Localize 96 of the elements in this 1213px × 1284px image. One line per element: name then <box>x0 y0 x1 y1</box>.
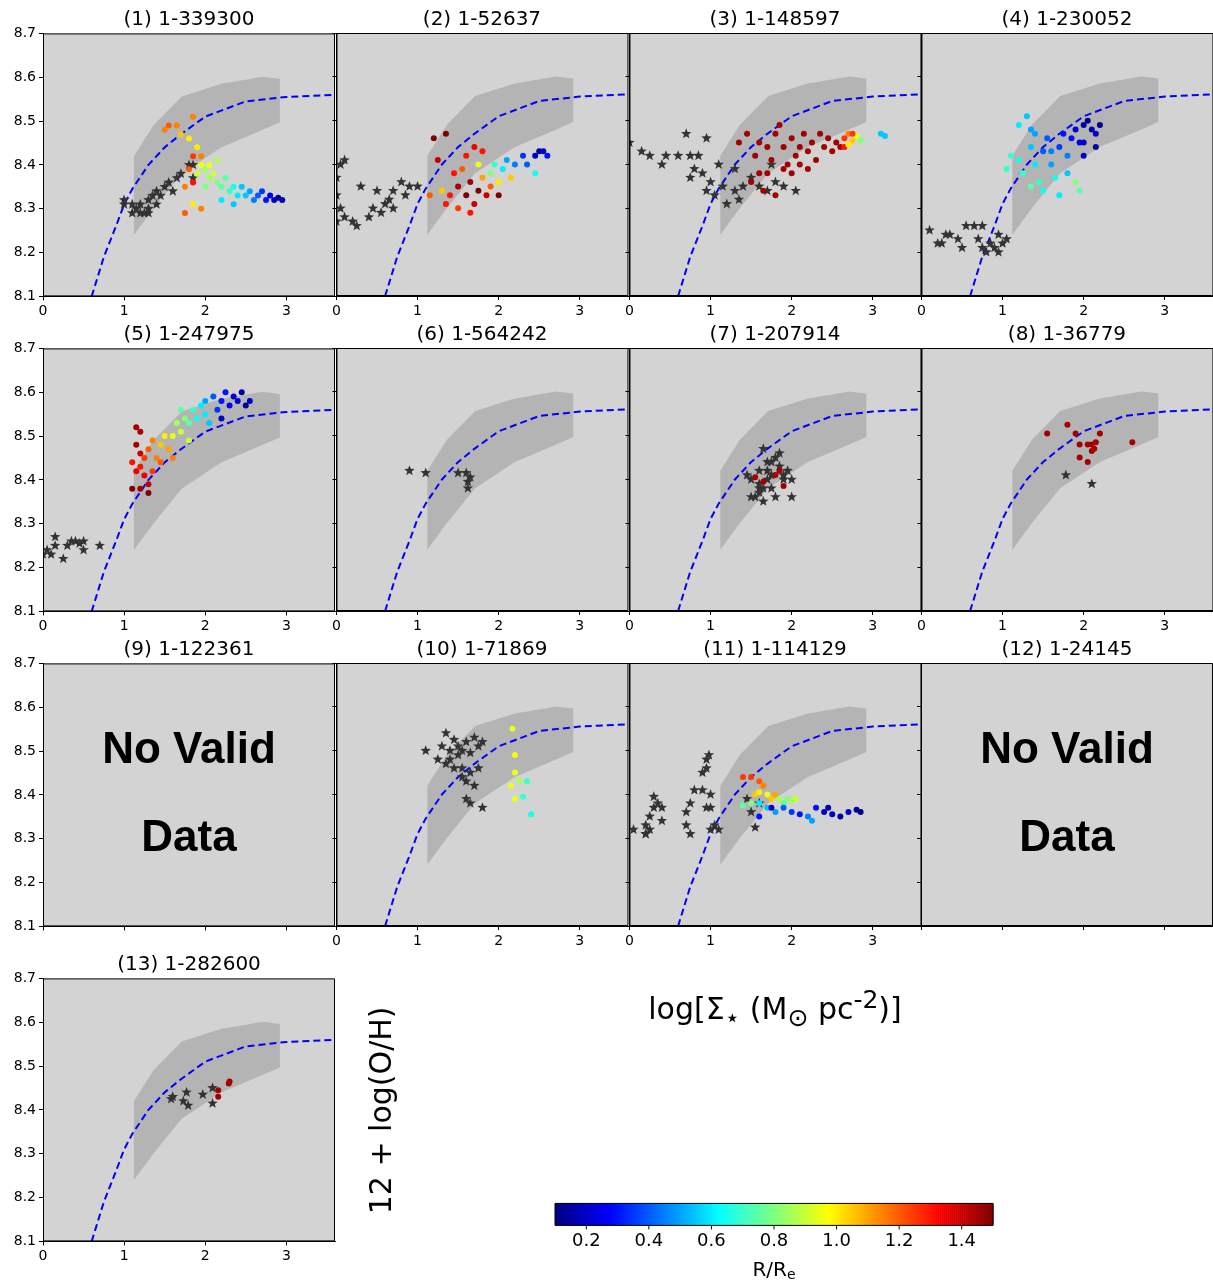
chart-title: (10) 1-71869 <box>415 636 549 660</box>
y-tick-label: 8.4 <box>13 1100 37 1117</box>
annotation: No Valid Data <box>980 722 1154 860</box>
chart-title: (9) 1-122361 <box>122 636 256 660</box>
x-tick-label: 0 <box>331 302 341 319</box>
y-tick-label: 8.7 <box>13 968 36 985</box>
x-tick-label: 0 <box>916 617 926 634</box>
chart-title: (4) 1-230052 <box>1000 6 1134 30</box>
x-tick-label: 0 <box>624 302 634 319</box>
x-tick-label: 3 <box>1159 617 1169 634</box>
y-tick-label: 8.3 <box>13 828 36 845</box>
x-tick-label: 2 <box>1078 302 1088 319</box>
x-tick-label: 2 <box>200 302 210 319</box>
y-tick-label: 8.1 <box>13 286 36 303</box>
x-tick-label: 3 <box>281 617 291 634</box>
x-tick-label: 2 <box>493 617 503 634</box>
y-tick-label: 8.4 <box>13 470 37 487</box>
x-tick-label: 3 <box>574 932 584 949</box>
x-tick-label: 3 <box>574 302 584 319</box>
chart-title: (12) 1-24145 <box>1000 636 1134 660</box>
y-tick-label: 8.1 <box>13 1231 36 1248</box>
y-tick-label: 8.2 <box>13 1187 36 1204</box>
y-axis-title: 12 + log(O/H) <box>362 1006 398 1214</box>
y-tick-label: 8.5 <box>13 1056 36 1073</box>
x-tick-label: 2 <box>786 617 796 634</box>
x-tick-label: 1 <box>705 932 715 949</box>
chart-title: (13) 1-282600 <box>116 951 262 975</box>
y-tick-label: 8.3 <box>13 198 36 215</box>
x-tick-label: 1 <box>997 617 1007 634</box>
x-tick-label: 0 <box>38 617 48 634</box>
chart-title: (8) 1-36779 <box>1006 321 1128 345</box>
color-bar-label: 1.4 <box>947 1228 977 1250</box>
x-tick-label: 1 <box>119 302 129 319</box>
color-bar-label: 0.6 <box>697 1228 726 1250</box>
color-bar-label: 1.2 <box>884 1228 914 1250</box>
x-tick-label: 1 <box>412 302 422 319</box>
x-tick-label: 0 <box>916 302 926 319</box>
x-tick-label: 1 <box>705 302 715 319</box>
color-bar-label: 1.0 <box>822 1228 851 1250</box>
x-tick-label: 3 <box>867 932 877 949</box>
y-tick-label: 8.2 <box>13 872 36 889</box>
chart-title: (11) 1-114129 <box>702 636 848 660</box>
y-tick-label: 8.3 <box>13 513 36 530</box>
chart-title: (7) 1-207914 <box>708 321 842 345</box>
chart-title: (6) 1-564242 <box>415 321 549 345</box>
y-tick-label: 8.7 <box>13 338 36 355</box>
chart-title: (3) 1-148597 <box>708 6 842 30</box>
y-tick-label: 8.5 <box>13 111 36 128</box>
color-bar-label: 0.8 <box>759 1228 789 1250</box>
y-tick-label: 8.2 <box>13 557 36 574</box>
x-tick-label: 0 <box>38 302 48 319</box>
color-bar-label: 0.2 <box>571 1228 601 1250</box>
y-tick-label: 8.4 <box>13 785 37 802</box>
y-tick-label: 8.1 <box>13 916 36 933</box>
x-tick-label: 2 <box>786 302 796 319</box>
chart-title: (5) 1-247975 <box>122 321 256 345</box>
y-tick-label: 8.4 <box>13 155 37 172</box>
text: log[Σ$_{⋆}$ (M$_{⊙}$ pc$^{-2}$)] <box>648 985 902 1032</box>
x-tick-label: 0 <box>331 932 341 949</box>
x-tick-label: 3 <box>867 302 877 319</box>
x-tick-label: 0 <box>38 1247 48 1264</box>
chart-title: (1) 1-339300 <box>122 6 256 30</box>
x-tick-label: 2 <box>1078 617 1088 634</box>
x-tick-label: 3 <box>281 302 291 319</box>
x-tick-label: 3 <box>867 617 877 634</box>
y-tick-label: 8.7 <box>13 23 36 40</box>
x-tick-label: 0 <box>331 617 341 634</box>
x-tick-label: 1 <box>997 302 1007 319</box>
color-bar-label: 0.4 <box>634 1228 664 1250</box>
x-tick-label: 3 <box>1159 302 1169 319</box>
y-tick-label: 8.1 <box>13 601 36 618</box>
y-tick-label: 8.5 <box>13 426 36 443</box>
y-tick-label: 8.6 <box>13 697 37 714</box>
x-tick-label: 2 <box>493 302 503 319</box>
x-tick-label: 3 <box>281 1247 291 1264</box>
x-tick-label: 2 <box>786 932 796 949</box>
x-tick-label: 1 <box>412 617 422 634</box>
y-tick-label: 8.5 <box>13 741 36 758</box>
y-tick-label: 8.7 <box>13 653 36 670</box>
x-tick-label: 2 <box>200 1247 210 1264</box>
x-tick-label: 1 <box>705 617 715 634</box>
y-tick-label: 8.6 <box>13 382 37 399</box>
chart-title: (2) 1-52637 <box>421 6 543 30</box>
x-tick-label: 2 <box>200 617 210 634</box>
x-tick-label: 0 <box>624 932 634 949</box>
x-tick-label: 3 <box>574 617 584 634</box>
annotation: No Valid Data <box>102 722 276 860</box>
y-tick-label: 8.3 <box>13 1143 36 1160</box>
x-tick-label: 1 <box>119 617 129 634</box>
y-tick-label: 8.2 <box>13 242 36 259</box>
y-tick-label: 8.6 <box>13 1012 37 1029</box>
x-tick-label: 2 <box>493 932 503 949</box>
y-tick-label: 8.6 <box>13 67 37 84</box>
x-tick-label: 1 <box>412 932 422 949</box>
x-tick-label: 1 <box>119 1247 129 1264</box>
x-tick-label: 0 <box>624 617 634 634</box>
